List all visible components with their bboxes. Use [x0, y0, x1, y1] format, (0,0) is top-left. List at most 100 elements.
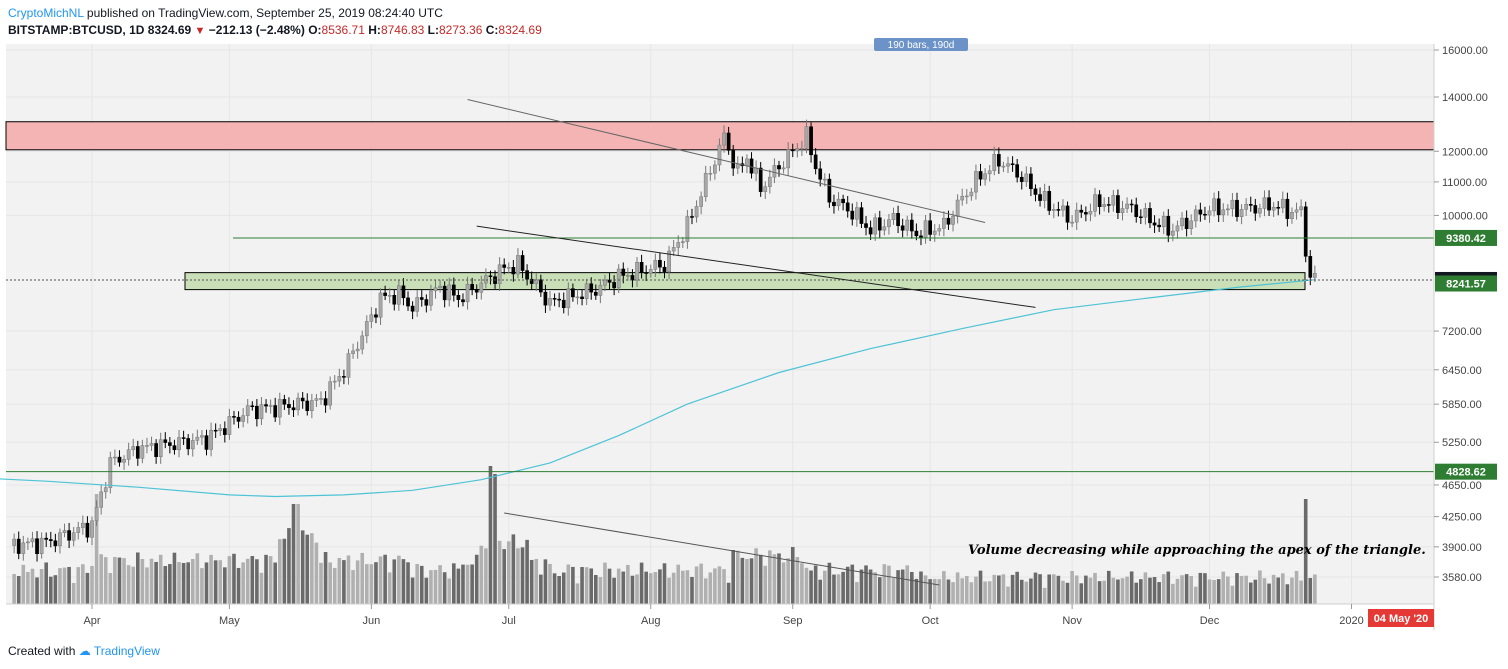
volume-bar — [717, 566, 722, 604]
volume-bar — [671, 572, 676, 604]
volume-bar — [548, 563, 552, 604]
volume-bar — [1152, 577, 1157, 604]
candle-body — [1276, 207, 1281, 209]
candle-body — [1267, 197, 1271, 211]
price-chart[interactable]: 16000.00 14000.00 12000.00 11000.00 10000.00… — [0, 0, 1508, 640]
volume-bar — [1143, 572, 1148, 604]
author-link[interactable]: CryptoMichNL — [8, 6, 84, 20]
volume-bar — [987, 581, 992, 604]
tradingview-brand[interactable]: TradingView — [93, 644, 160, 658]
candle-body — [919, 235, 923, 238]
volume-bar — [685, 570, 690, 604]
price-tag-box — [1435, 463, 1497, 480]
y-tick-label: 14000.00 — [1442, 92, 1488, 104]
candle-body — [1285, 198, 1290, 219]
candle-body — [589, 283, 594, 293]
candle-body — [264, 404, 268, 407]
candle-body — [309, 400, 314, 411]
candle-body — [461, 299, 465, 303]
volume-bar — [607, 568, 612, 604]
candle-body — [287, 404, 291, 408]
volume-bar — [777, 553, 781, 604]
candle-body — [937, 228, 942, 232]
candle-body — [722, 132, 726, 146]
candle-body — [841, 198, 845, 204]
candle-body — [410, 305, 415, 312]
volume-bar — [136, 552, 140, 604]
volume-bar — [1198, 572, 1203, 604]
volume-bar — [140, 559, 145, 604]
candle-body — [905, 219, 910, 231]
volume-bar — [415, 563, 419, 604]
candle-body — [887, 219, 891, 228]
candle-body — [465, 284, 470, 303]
candle-body — [795, 148, 800, 152]
candle-body — [195, 436, 200, 441]
candle-body — [566, 288, 571, 309]
candle-body — [511, 267, 516, 275]
bars-range-label: 190 bars, 190d — [888, 40, 955, 51]
close-value: 8324.69 — [498, 23, 542, 37]
volume-bar — [520, 547, 525, 604]
volume-bar — [781, 562, 786, 604]
candle-body — [726, 132, 731, 151]
volume-bar — [850, 564, 855, 604]
candle-body — [39, 537, 44, 555]
volume-bar — [410, 577, 415, 604]
x-tick-label: Apr — [83, 615, 100, 627]
candle-body — [35, 538, 39, 555]
x-tick-label: Dec — [1200, 615, 1220, 627]
volume-bar — [200, 568, 204, 604]
symbol-name[interactable]: BITSTAMP:BTCUSD, 1D — [8, 23, 145, 37]
candle-body — [351, 350, 355, 354]
volume-bar — [236, 567, 241, 604]
volume-bar — [268, 556, 273, 604]
candle-body — [868, 227, 873, 235]
candle-body — [447, 284, 452, 301]
candle-body — [1216, 198, 1221, 216]
candle-body — [580, 296, 584, 300]
candle-body — [584, 283, 589, 300]
candle-body — [571, 288, 575, 298]
volume-bar — [1303, 499, 1308, 604]
volume-bar — [1184, 574, 1189, 604]
candle-body — [822, 178, 827, 181]
volume-bar — [1102, 580, 1106, 604]
candle-body — [1303, 206, 1308, 257]
volume-bar — [1166, 571, 1171, 604]
candle-body — [1225, 208, 1230, 211]
volume-bar — [438, 565, 442, 604]
candle-body — [616, 268, 621, 289]
volume-bar — [1258, 570, 1262, 604]
candle-body — [635, 262, 639, 281]
volume-bar — [1129, 571, 1134, 604]
volume-bar — [250, 556, 255, 604]
y-tick-label: 6450.00 — [1442, 365, 1482, 377]
candle-body — [538, 279, 543, 293]
candle-body — [1180, 217, 1184, 227]
candle-body — [488, 275, 493, 277]
candle-body — [713, 164, 717, 174]
volume-bar — [397, 555, 401, 604]
volume-bar — [575, 583, 580, 604]
candle-body — [62, 530, 67, 534]
date-tag-label: 04 May '20 — [1374, 613, 1429, 625]
candle-body — [827, 178, 832, 203]
volume-bar — [181, 562, 186, 604]
volume-bar — [694, 566, 699, 604]
candle-body — [800, 148, 804, 150]
candle-body — [419, 297, 424, 300]
x-tick-label: Jul — [502, 615, 516, 627]
candle-body — [126, 449, 131, 460]
volume-bar — [90, 566, 94, 604]
volume-bar — [992, 574, 997, 604]
volume-bar — [754, 548, 758, 604]
volume-bar — [818, 579, 823, 604]
symbol-legend: BITSTAMP:BTCUSD, 1D 8324.69 ▼ −212.13 (−… — [8, 23, 542, 37]
candle-body — [781, 167, 786, 170]
candle-body — [1029, 173, 1033, 190]
candle-body — [644, 272, 649, 274]
volume-bar — [406, 562, 410, 604]
volume-bar — [76, 567, 81, 604]
volume-bar — [809, 570, 813, 604]
